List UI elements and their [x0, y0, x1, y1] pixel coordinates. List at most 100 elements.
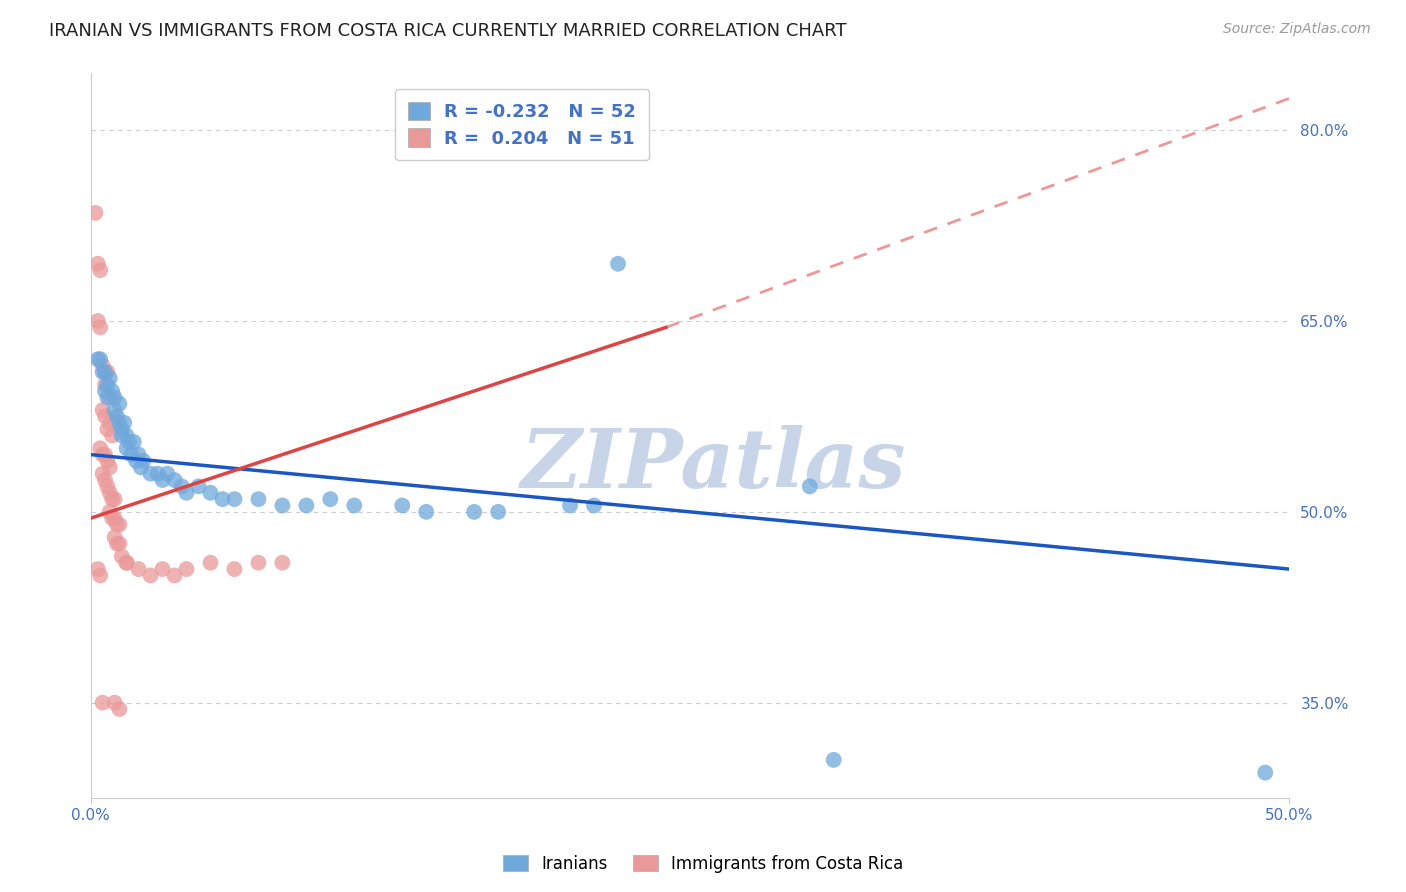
Point — [87, 562, 110, 576]
Point — [415, 505, 437, 519]
Point — [91, 448, 114, 462]
Point — [108, 702, 131, 716]
Point — [112, 416, 135, 430]
Point — [105, 536, 128, 550]
Point — [89, 568, 111, 582]
Point — [163, 568, 186, 582]
Point — [115, 556, 138, 570]
Point — [101, 511, 124, 525]
Legend: Iranians, Immigrants from Costa Rica: Iranians, Immigrants from Costa Rica — [496, 848, 910, 880]
Point — [105, 409, 128, 424]
Point — [96, 377, 118, 392]
Point — [103, 530, 125, 544]
Point — [87, 257, 110, 271]
Point — [391, 499, 413, 513]
Point — [103, 403, 125, 417]
Point — [96, 422, 118, 436]
Point — [94, 365, 117, 379]
Point — [224, 492, 246, 507]
Point — [89, 320, 111, 334]
Point — [295, 499, 318, 513]
Point — [98, 390, 121, 404]
Point — [128, 562, 150, 576]
Point — [98, 371, 121, 385]
Point — [87, 314, 110, 328]
Point — [122, 434, 145, 449]
Point — [247, 556, 270, 570]
Point — [98, 416, 121, 430]
Point — [89, 352, 111, 367]
Point — [129, 460, 152, 475]
Point — [799, 479, 821, 493]
Point — [111, 428, 134, 442]
Point — [115, 442, 138, 456]
Point — [607, 257, 630, 271]
Point — [91, 359, 114, 373]
Point — [187, 479, 209, 493]
Point — [156, 467, 179, 481]
Point — [108, 416, 131, 430]
Point — [89, 442, 111, 456]
Point — [582, 499, 605, 513]
Point — [111, 549, 134, 564]
Point — [91, 365, 114, 379]
Point — [200, 485, 222, 500]
Point — [94, 448, 117, 462]
Point — [108, 536, 131, 550]
Point — [103, 390, 125, 404]
Point — [139, 467, 162, 481]
Point — [139, 568, 162, 582]
Point — [120, 448, 142, 462]
Point — [152, 473, 174, 487]
Point — [101, 384, 124, 398]
Point — [211, 492, 233, 507]
Point — [125, 454, 148, 468]
Point — [176, 562, 198, 576]
Point — [96, 479, 118, 493]
Point — [91, 467, 114, 481]
Point — [91, 696, 114, 710]
Point — [823, 753, 845, 767]
Point — [463, 505, 485, 519]
Point — [247, 492, 270, 507]
Point — [89, 263, 111, 277]
Text: Source: ZipAtlas.com: Source: ZipAtlas.com — [1223, 22, 1371, 37]
Point — [94, 365, 117, 379]
Point — [224, 562, 246, 576]
Point — [101, 428, 124, 442]
Point — [115, 428, 138, 442]
Point — [152, 562, 174, 576]
Point — [108, 397, 131, 411]
Point — [1254, 765, 1277, 780]
Point — [271, 499, 294, 513]
Point — [94, 384, 117, 398]
Point — [146, 467, 169, 481]
Text: IRANIAN VS IMMIGRANTS FROM COSTA RICA CURRENTLY MARRIED CORRELATION CHART: IRANIAN VS IMMIGRANTS FROM COSTA RICA CU… — [49, 22, 846, 40]
Point — [91, 403, 114, 417]
Point — [98, 460, 121, 475]
Point — [108, 517, 131, 532]
Point — [98, 505, 121, 519]
Point — [558, 499, 581, 513]
Point — [94, 473, 117, 487]
Point — [105, 517, 128, 532]
Point — [96, 390, 118, 404]
Point — [486, 505, 509, 519]
Point — [111, 422, 134, 436]
Point — [87, 352, 110, 367]
Text: ZIPatlas: ZIPatlas — [522, 425, 907, 505]
Point — [101, 492, 124, 507]
Point — [128, 448, 150, 462]
Point — [94, 409, 117, 424]
Point — [200, 556, 222, 570]
Point — [94, 377, 117, 392]
Point — [343, 499, 366, 513]
Point — [176, 485, 198, 500]
Point — [96, 454, 118, 468]
Point — [271, 556, 294, 570]
Point — [118, 434, 141, 449]
Point — [115, 556, 138, 570]
Point — [103, 492, 125, 507]
Point — [103, 511, 125, 525]
Point — [103, 696, 125, 710]
